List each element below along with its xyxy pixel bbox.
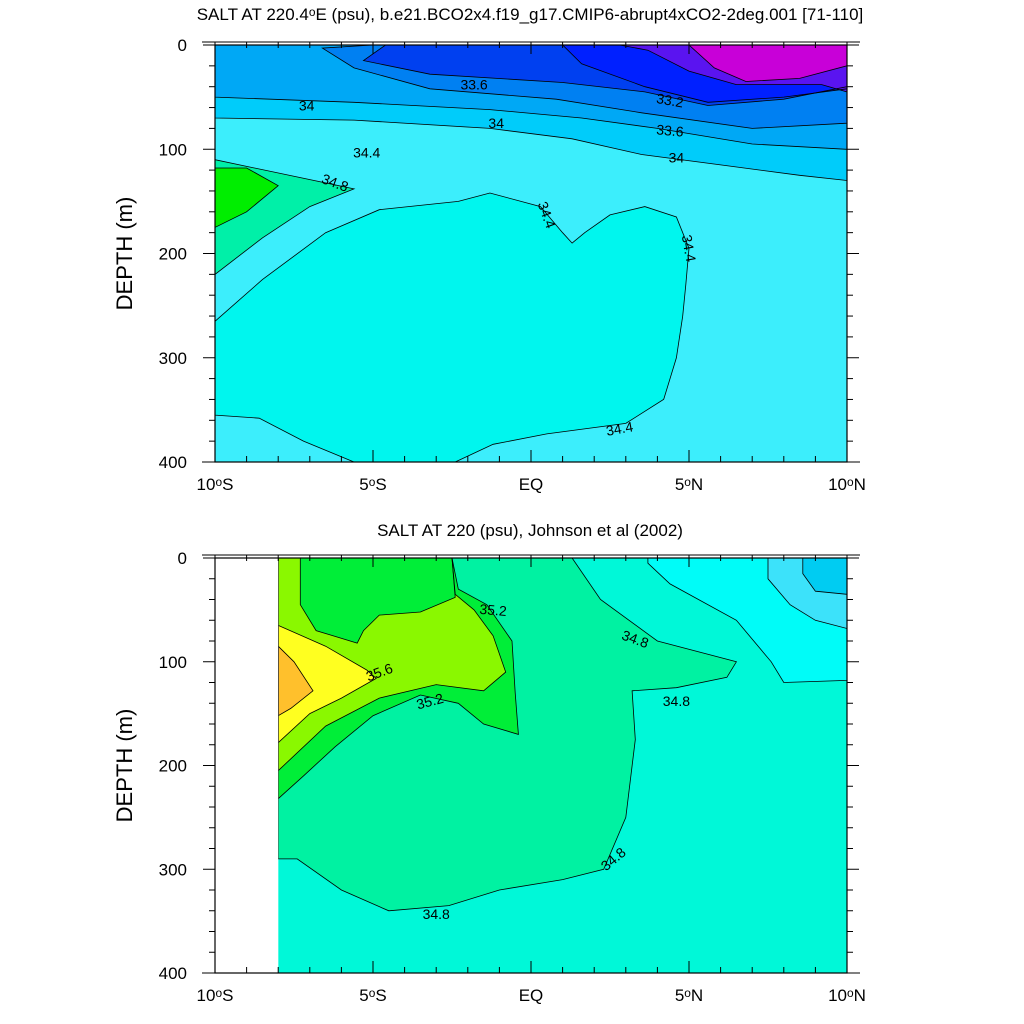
contour-label: 34	[669, 150, 685, 166]
contour-label-text: 35.2	[479, 601, 508, 619]
x-tick-label: 10oS	[197, 475, 234, 494]
contour-line-33-2	[619, 45, 847, 93]
contour-label-text: 34	[669, 150, 685, 166]
contour-line-35	[277, 558, 738, 912]
x-tick-label: 5oS	[359, 986, 386, 1005]
contour-label-text: 34.8	[663, 693, 690, 709]
panel-observations: SALT AT 220 (psu), Johnson et al (2002) 3…	[112, 521, 866, 1005]
x-tick-label: 10oN	[828, 986, 866, 1005]
contour-line-34-6	[215, 192, 690, 462]
contour-label: 34.8	[423, 906, 450, 922]
contour-label-text: 34.4	[353, 144, 380, 160]
contour-line-35-6	[277, 624, 377, 744]
contour-label: 33.6	[460, 77, 487, 93]
contour-lines	[215, 45, 847, 462]
y-tick-label: 200	[159, 245, 187, 264]
contour-label-text: 34.4	[605, 418, 635, 439]
contour-region-35-8	[278, 646, 313, 716]
contour-label-text: 33.6	[656, 121, 685, 139]
y-tick-label: 400	[159, 964, 187, 983]
contour-region-33	[689, 45, 847, 82]
contour-fills	[278, 558, 847, 973]
contour-label-text: 33.2	[655, 90, 685, 111]
contour-label-text: 34.8	[423, 906, 450, 922]
contour-lines	[277, 558, 847, 912]
contour-line-33	[688, 45, 847, 82]
contour-label: 34.8	[663, 693, 690, 709]
contour-line-34-2	[215, 45, 847, 181]
contour-line-34-4	[767, 558, 847, 629]
y-tick-label: 0	[178, 36, 187, 55]
contour-label: 34.4	[605, 418, 635, 439]
y-tick-label: 300	[159, 349, 187, 368]
contour-region-34-6	[215, 193, 689, 462]
missing-data-area	[215, 558, 279, 973]
contour-fills	[215, 45, 847, 462]
chart-title: SALT AT 220.4oE (psu), b.e21.BCO2x4.f19_…	[197, 5, 864, 24]
y-tick-label: 400	[159, 453, 187, 472]
contour-label-text: 34.4	[679, 233, 700, 263]
contour-line-35	[215, 167, 279, 228]
contour-label-text: 33.6	[460, 77, 487, 93]
contour-region-35	[215, 168, 279, 228]
y-tick-label: 200	[159, 757, 187, 776]
contour-label: 34.4	[679, 233, 700, 263]
contour-region-35-6	[278, 625, 377, 743]
contour-line-34	[215, 45, 847, 150]
x-tick-label: 5oN	[675, 986, 703, 1005]
contour-line-35-2	[277, 558, 519, 800]
contour-line-33-6	[362, 45, 847, 106]
x-tick-label: 10oS	[197, 986, 234, 1005]
contour-line-33-8	[321, 45, 847, 129]
x-tick-label: EQ	[519, 475, 544, 494]
y-tick-label: 100	[159, 140, 187, 159]
panel-model: SALT AT 220.4oE (psu), b.e21.BCO2x4.f19_…	[112, 5, 866, 494]
x-tick-label: 5oN	[675, 475, 703, 494]
contour-region-34-2	[802, 558, 847, 595]
y-axis-label: DEPTH (m)	[112, 197, 137, 311]
contour-label: 35.2	[479, 601, 508, 619]
y-tick-label: 300	[159, 860, 187, 879]
y-tick-label: 100	[159, 653, 187, 672]
contour-line-34-6	[647, 558, 847, 683]
contour-label-text: 35.2	[415, 690, 446, 713]
contour-label: 34	[488, 115, 504, 131]
contour-label: 33.2	[655, 90, 685, 111]
chart-title: SALT AT 220 (psu), Johnson et al (2002)	[377, 521, 683, 540]
contour-line-34-8	[215, 159, 356, 275]
contour-label: 33.6	[656, 121, 685, 139]
contour-label: 34	[299, 98, 315, 114]
y-axis-label: DEPTH (m)	[112, 709, 137, 823]
x-tick-label: 10oN	[828, 475, 866, 494]
contour-label: 35.2	[415, 690, 446, 713]
contour-line-33-4	[562, 45, 847, 103]
contour-line-35-2	[299, 558, 456, 644]
y-tick-label: 0	[178, 549, 187, 568]
contour-label-text: 34	[299, 98, 315, 114]
x-tick-label: EQ	[519, 986, 544, 1005]
contour-label-text: 34	[488, 115, 504, 131]
contour-label: 34.4	[353, 144, 380, 160]
contour-region-35-2	[300, 558, 456, 644]
contour-line-34-2	[802, 558, 847, 595]
x-tick-label: 5oS	[359, 475, 386, 494]
